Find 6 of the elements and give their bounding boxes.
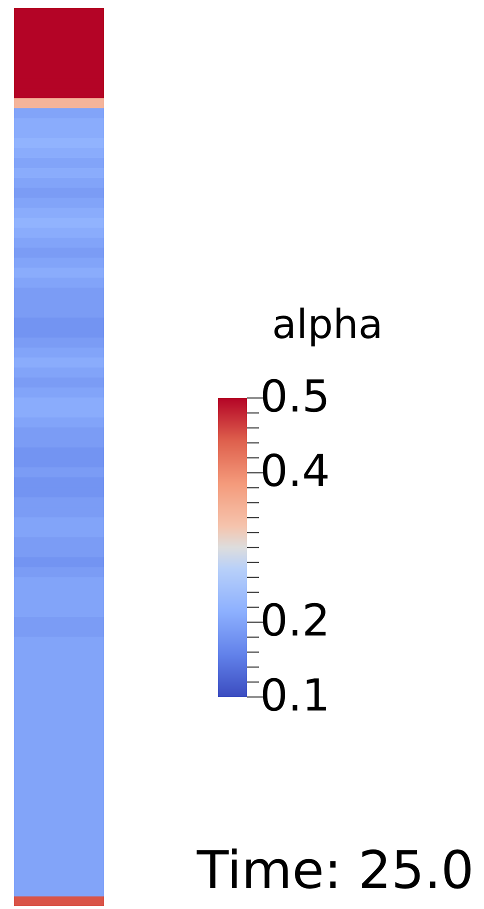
color-bar-label: 0.2: [260, 596, 330, 647]
color-bar-title: alpha: [272, 302, 383, 348]
color-bar-label: 0.4: [260, 446, 330, 498]
color-bar-label: 0.1: [260, 670, 330, 722]
text: Time: 25.0: [196, 841, 474, 901]
color-bar-label: 0.5: [260, 371, 330, 422]
